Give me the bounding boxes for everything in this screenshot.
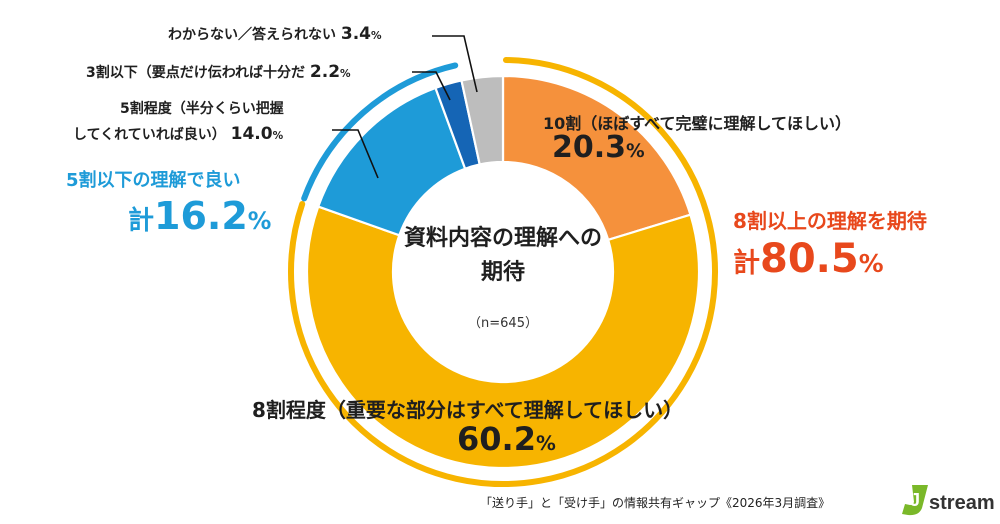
group-total-high: 計80.5% (733, 236, 884, 282)
slice-dontknow (460, 74, 505, 166)
leader-line-dontknow (432, 35, 478, 93)
slice-value-8wari: 60.2% (457, 420, 556, 458)
sample-size: （n=645） (468, 316, 538, 331)
slice-label-dontknow-text: わからない／答えられない (168, 27, 336, 43)
slice-value-8wari-number: 60.2 (457, 420, 536, 458)
slice-value-5wari: 14.0% (231, 124, 284, 144)
slice-value-3wari-number: 2.2 (309, 62, 341, 82)
slice-label-3wari-text: 3割以下（要点だけ伝われば十分だ (86, 65, 306, 81)
slice-label-3wari: 3割以下（要点だけ伝われば十分だ 2.2% (86, 62, 351, 82)
slice-8wari (305, 205, 701, 470)
group-total-low-prefix: 計 (128, 206, 155, 236)
slices-layer (305, 74, 701, 470)
pct-sign: % (247, 207, 272, 235)
logo-j-letter: J (910, 490, 920, 510)
chart-title: 資料内容の理解への期待 (403, 226, 602, 285)
group-total-high-number: 80.5 (760, 236, 859, 282)
jstream-logo: J stream (902, 485, 994, 516)
leader-lines-layer (332, 35, 478, 179)
group-label-low: 5割以下の理解で良い (66, 170, 241, 191)
leader-line-3wari (412, 71, 451, 101)
leader-line-5wari (332, 129, 379, 179)
group-arc-high (288, 57, 718, 487)
slice-value-10wari-number: 20.3 (552, 130, 627, 165)
pct-sign: % (272, 130, 284, 142)
slice-label-5wari: 5割程度（半分くらい把握 (120, 101, 284, 117)
pct-sign: % (626, 141, 645, 162)
pct-sign: % (858, 249, 884, 278)
slice-10wari (501, 74, 692, 242)
slice-value-dontknow-number: 3.4 (340, 24, 371, 44)
slice-label-10wari: 10割（ほぼすべて完璧に理解してほしい） (543, 114, 852, 133)
slice-label-8wari: 8割程度（重要な部分はすべて理解してほしい） (252, 398, 684, 422)
slice-label-5wari-line2: してくれていれば良い） 14.0% (73, 124, 283, 144)
slice-label-5wari-line2-text: してくれていれば良い） (73, 127, 226, 143)
pct-sign: % (535, 432, 556, 455)
group-label-high: 8割以上の理解を期待 (733, 209, 927, 233)
group-arc-low (301, 62, 459, 202)
group-total-low: 計16.2% (128, 194, 271, 238)
slice-value-5wari-number: 14.0 (230, 124, 273, 144)
group-total-low-number: 16.2 (154, 194, 248, 238)
logo-word: stream (929, 492, 994, 514)
group-arcs-layer (288, 57, 718, 487)
group-total-high-prefix: 計 (733, 248, 760, 279)
logo-j-mark (902, 485, 928, 516)
slice-value-3wari: 2.2% (310, 62, 351, 82)
source-note: 「送り手」と「受け手」の情報共有ギャップ《2026年3月調査》 (480, 496, 831, 510)
slice-value-10wari: 20.3% (552, 130, 645, 165)
pct-sign: % (371, 30, 382, 42)
slice-value-dontknow: 3.4% (341, 24, 382, 44)
pct-sign: % (340, 68, 351, 80)
slice-label-dontknow: わからない／答えられない 3.4% (168, 24, 382, 44)
